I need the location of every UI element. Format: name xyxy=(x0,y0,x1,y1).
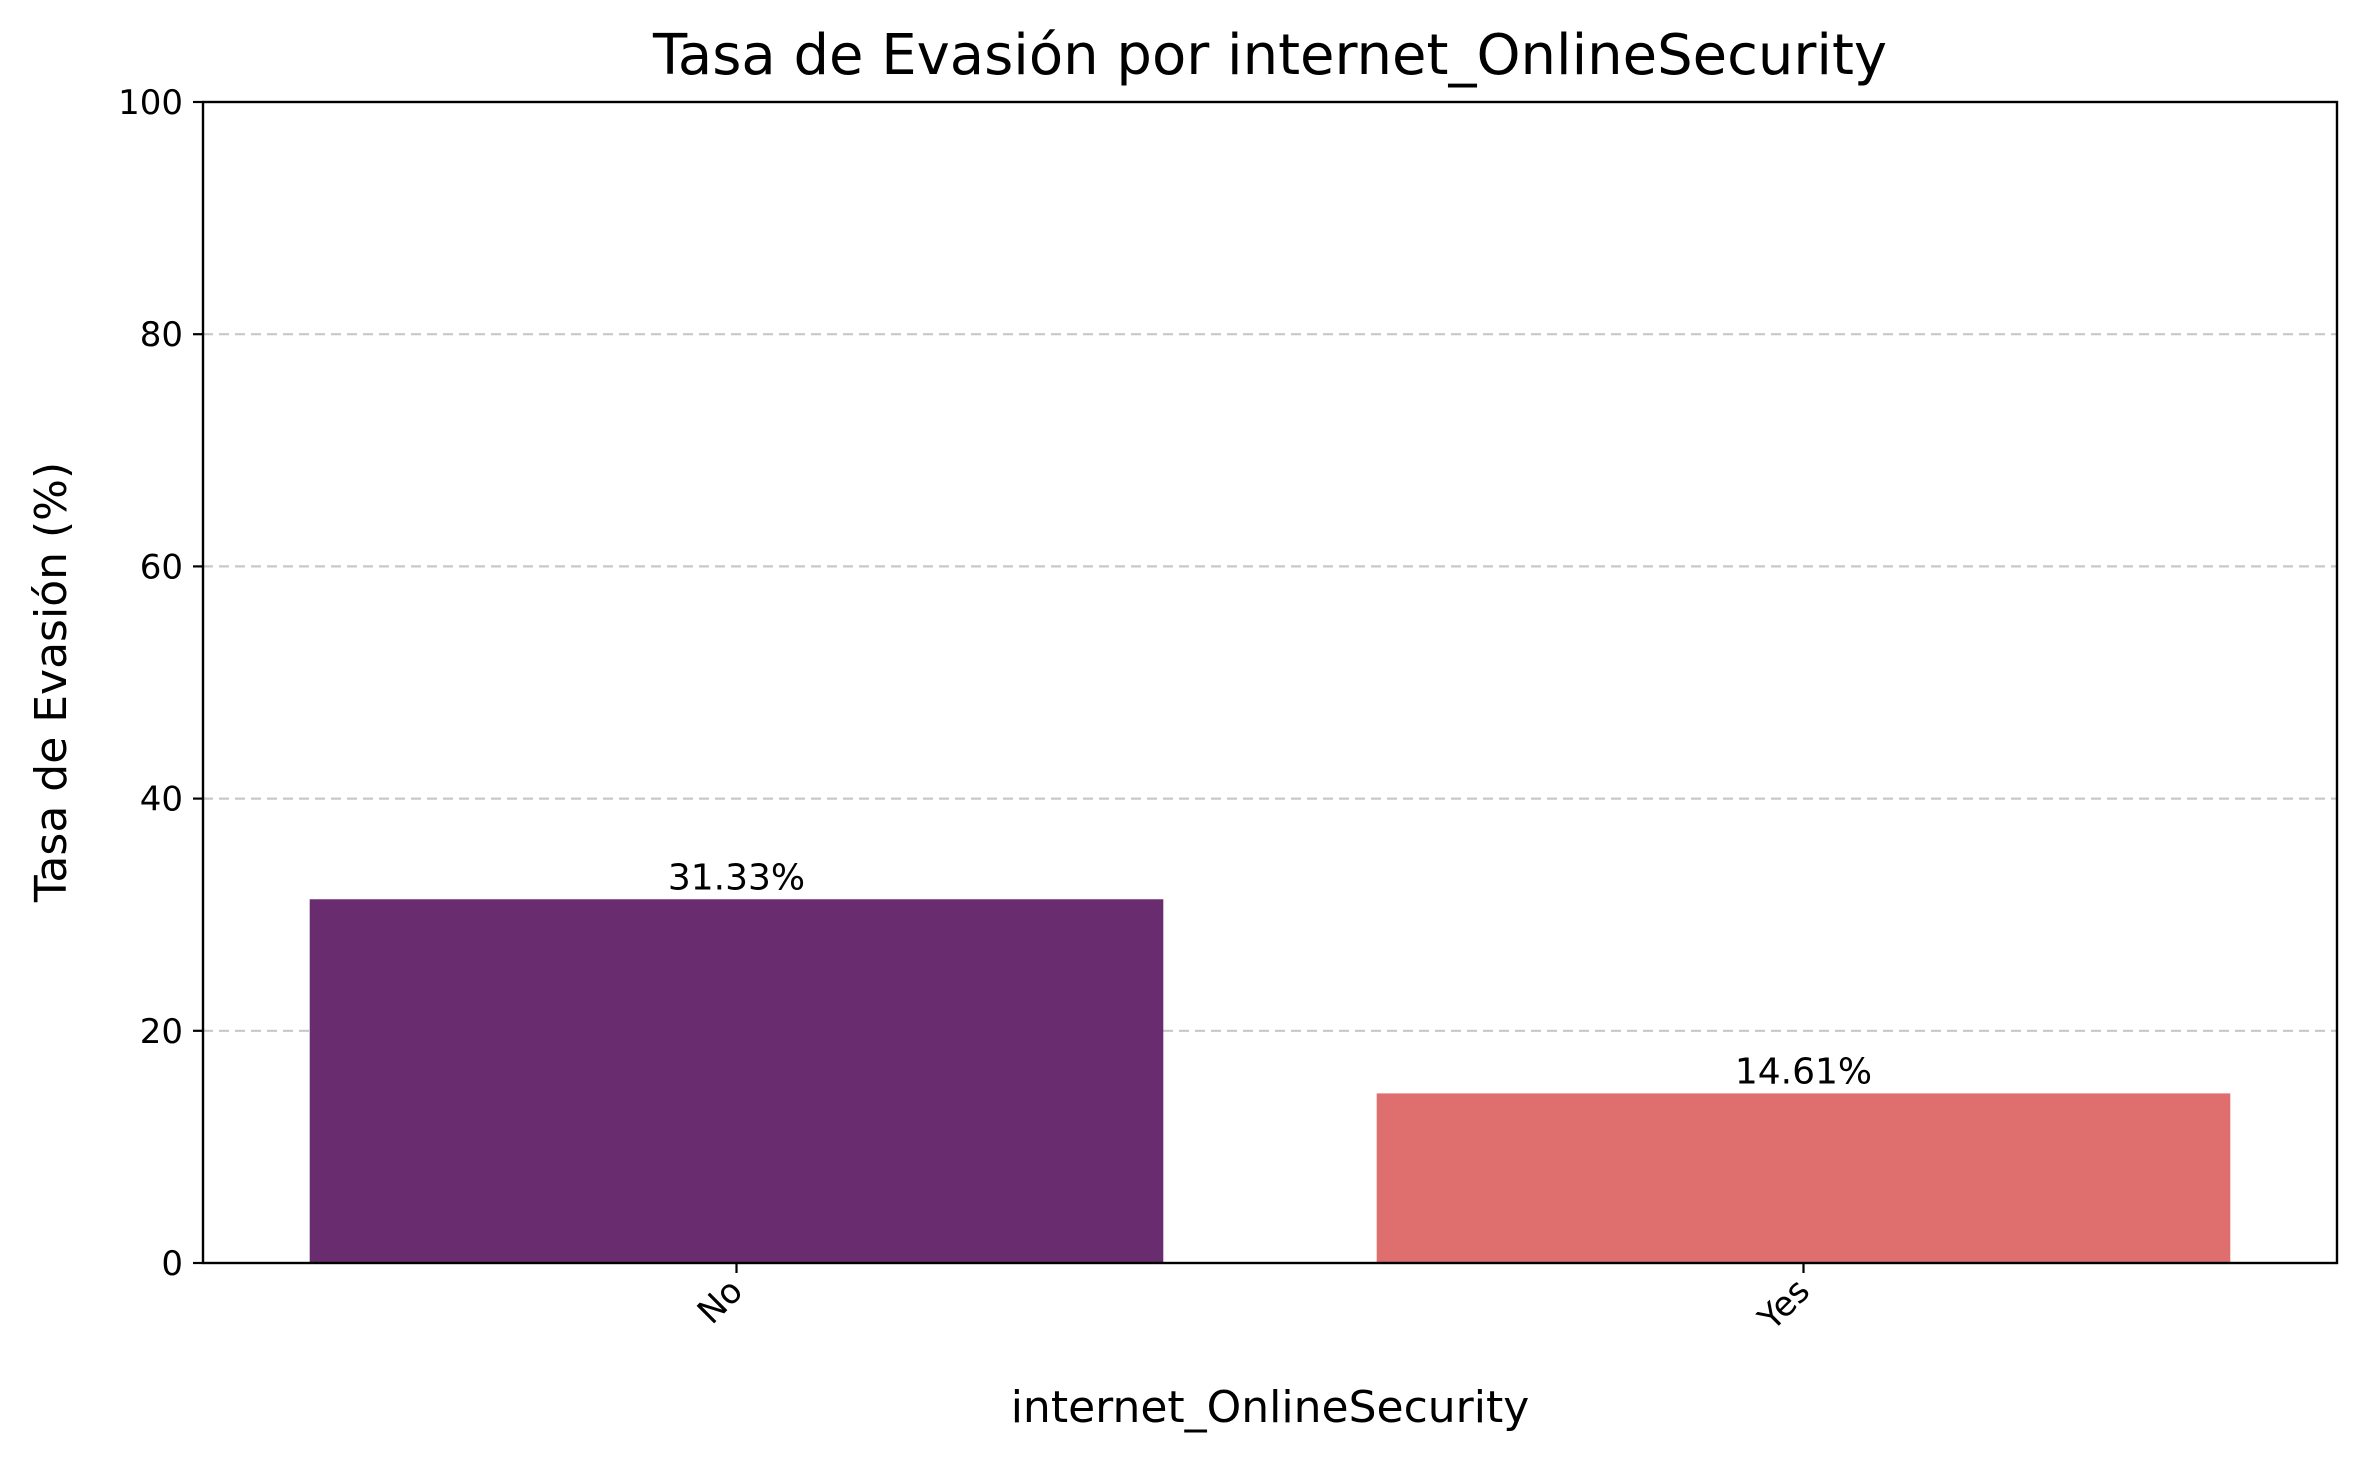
y-axis-label: Tasa de Evasión (%) xyxy=(26,462,77,903)
y-tick-label: 0 xyxy=(161,1244,183,1284)
y-tick-label: 60 xyxy=(140,547,183,587)
chart-title: Tasa de Evasión por internet_OnlineSecur… xyxy=(652,23,1887,88)
x-tick-label-no: No xyxy=(690,1271,751,1332)
y-tick-label: 40 xyxy=(140,780,183,820)
bar-yes xyxy=(1376,1093,2231,1263)
bar-no xyxy=(309,899,1164,1263)
data-label-yes: 14.61% xyxy=(1735,1051,1872,1092)
x-tick-label-yes: Yes xyxy=(1750,1271,1818,1339)
x-axis-label: internet_OnlineSecurity xyxy=(1011,1382,1530,1433)
y-tick-label: 100 xyxy=(118,83,183,123)
y-tick-label: 80 xyxy=(140,315,183,355)
data-label-no: 31.33% xyxy=(668,857,805,898)
bars xyxy=(309,899,2231,1263)
y-tick-label: 20 xyxy=(140,1012,183,1052)
x-axis-ticks: No Yes xyxy=(690,1263,1818,1339)
y-axis-ticks: 0 20 40 60 80 100 xyxy=(118,83,203,1284)
plot-frame xyxy=(201,100,2339,1265)
data-labels: 31.33% 14.61% xyxy=(668,857,1872,1092)
